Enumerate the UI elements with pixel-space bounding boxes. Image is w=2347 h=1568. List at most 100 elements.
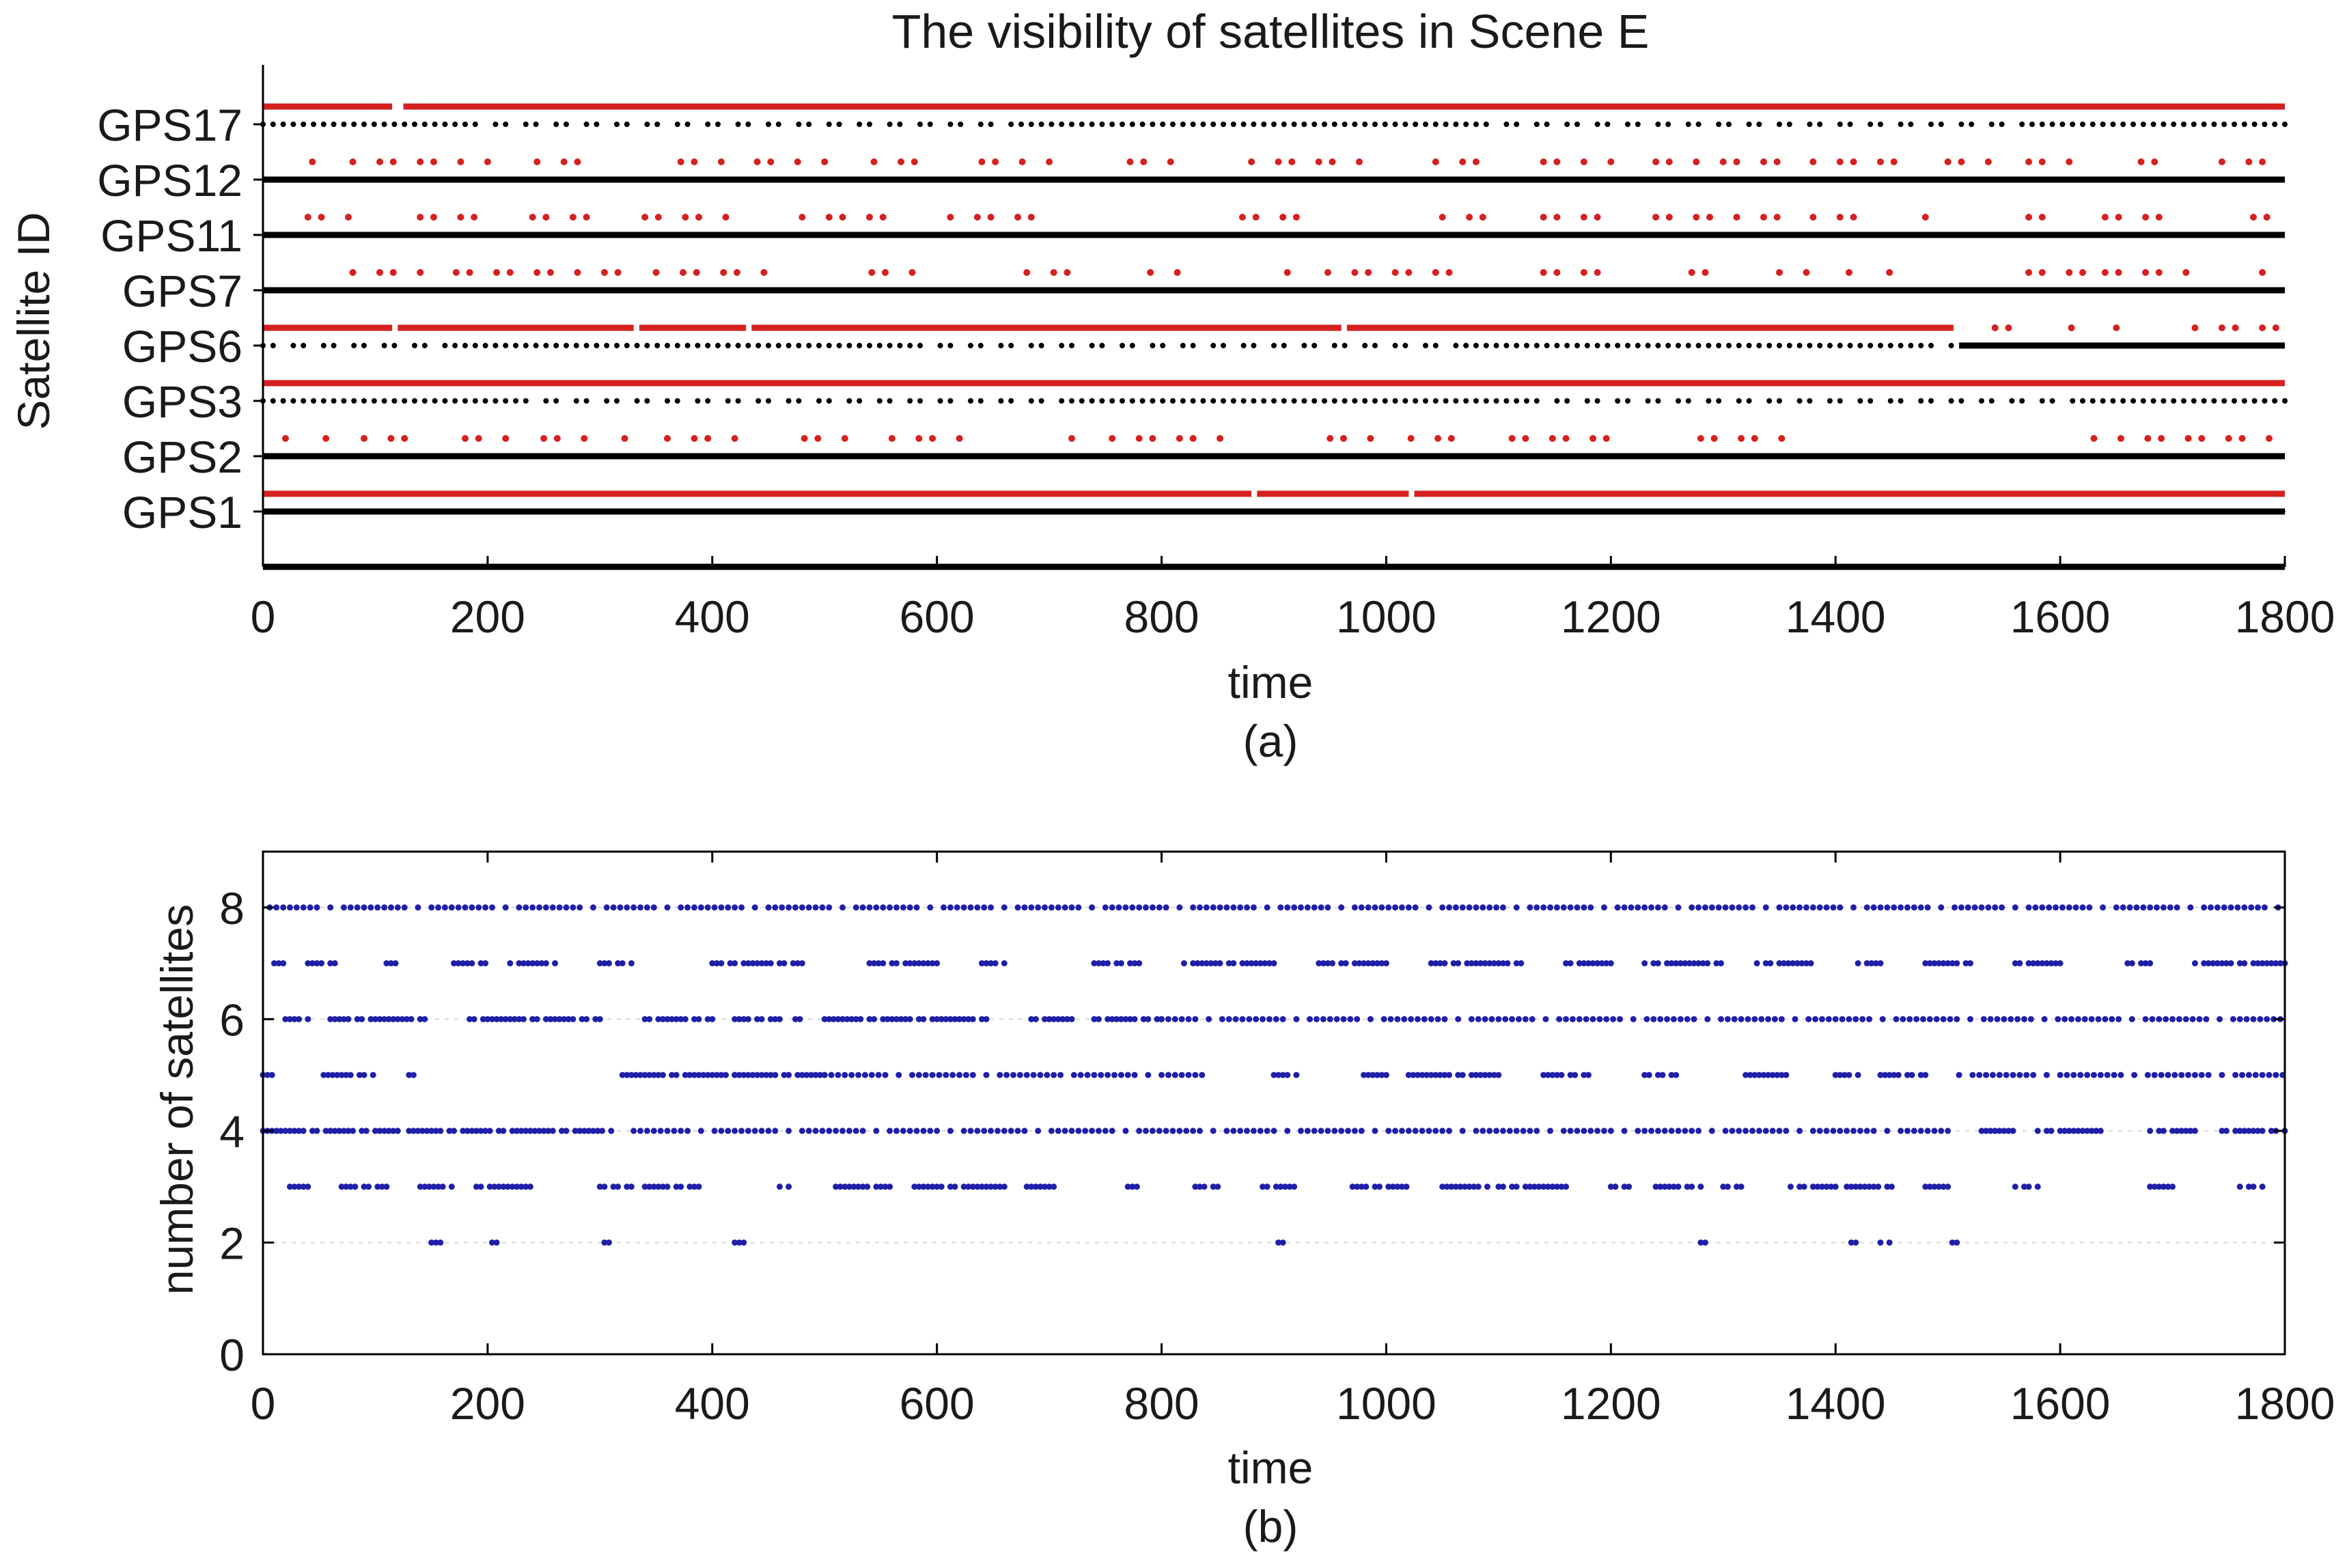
data-point [772,1128,779,1134]
data-point [605,1239,612,1246]
data-point [1652,1184,1659,1190]
data-point [1136,1128,1143,1134]
flag-dot [1068,435,1075,442]
visible-dot [452,398,458,404]
flag-dot [574,269,581,276]
data-point [542,1016,549,1022]
visible-dot [1706,343,1712,348]
visible-dot [1413,122,1419,127]
data-point [837,1184,844,1190]
flag-dot [1149,435,1156,442]
flag-dot [1549,435,1556,442]
data-point [1556,1016,1563,1022]
visible-dot [1301,398,1307,404]
data-point [704,1072,711,1078]
data-point [1886,1239,1893,1246]
data-point [1976,1072,1983,1078]
data-point [1682,1128,1689,1134]
data-point [794,960,801,967]
data-point [1502,1016,1509,1022]
visible-dot [1837,122,1843,127]
visible-dot [1554,398,1560,404]
data-point [1408,1016,1415,1022]
data-point [1906,1016,1913,1022]
data-point [1446,904,1453,911]
flag-dot [1432,269,1439,276]
data-point [307,904,314,911]
data-point [1466,904,1473,911]
visible-dot [1139,122,1145,127]
visible-dot [836,122,842,127]
data-point [437,1239,444,1246]
data-point [1365,1072,1372,1078]
data-point [1603,960,1610,967]
flag-dot [1014,214,1022,221]
visible-dot [1359,509,1365,514]
data-point [1196,904,1203,911]
data-point [419,1128,426,1134]
visible-dot [1594,398,1600,404]
visible-dot [1309,509,1315,514]
visible-dot [2249,509,2255,514]
data-point [1762,960,1769,967]
visible-dot [1413,398,1419,404]
visible-dot [1190,509,1196,514]
data-point [889,960,895,967]
visible-dot [604,343,610,348]
data-point [887,904,893,911]
data-point [628,1184,635,1190]
data-point [523,1184,529,1190]
data-point [603,904,610,911]
flag-dot [281,435,289,442]
chart-a-y-tick-label: GPS2 [122,432,242,482]
visible-dot [341,122,347,127]
visible-dot [614,398,620,404]
data-point [1870,1184,1877,1190]
visible-dot [1028,398,1034,404]
visible-dot [1331,122,1337,127]
visible-dot [320,509,327,514]
data-point [1230,904,1237,911]
flag-dot [1407,435,1415,442]
data-point [415,904,421,911]
visible-dot [1716,122,1722,127]
data-point [516,1016,523,1022]
visible-dot [1038,343,1044,348]
data-point [549,904,556,911]
data-point [493,1239,500,1246]
visible-dot [725,343,731,348]
data-point [859,1128,866,1134]
visible-dot [1079,509,1085,514]
data-point [1567,960,1574,967]
flag-dot [1877,158,1884,165]
data-point [695,1184,702,1190]
data-point [1091,1072,1098,1078]
visible-dot [1796,398,1803,404]
visible-dot [1190,398,1196,404]
visible-dot [1926,509,1932,514]
flag-dot [1553,158,1561,165]
data-point [839,1128,846,1134]
data-point [678,1184,684,1190]
data-point [844,1016,850,1022]
visible-dot [2201,398,2207,404]
data-point [1021,904,1028,911]
data-point [736,1239,742,1246]
data-point [2163,1016,2169,1022]
visible-dot [654,343,661,348]
visible-dot [482,343,488,348]
data-point [1594,960,1601,967]
data-point [1311,1128,1318,1134]
visible-dot [1835,509,1841,514]
visible-dot [2120,398,2126,404]
data-point [1214,1184,1221,1190]
visible-dot [391,509,398,514]
data-point [1196,1128,1203,1134]
data-point [1607,960,1614,967]
visible-dot [1463,343,1469,348]
data-point [2185,1072,2192,1078]
data-point [1891,904,1898,911]
data-point [1055,904,1061,911]
data-point [983,960,990,967]
